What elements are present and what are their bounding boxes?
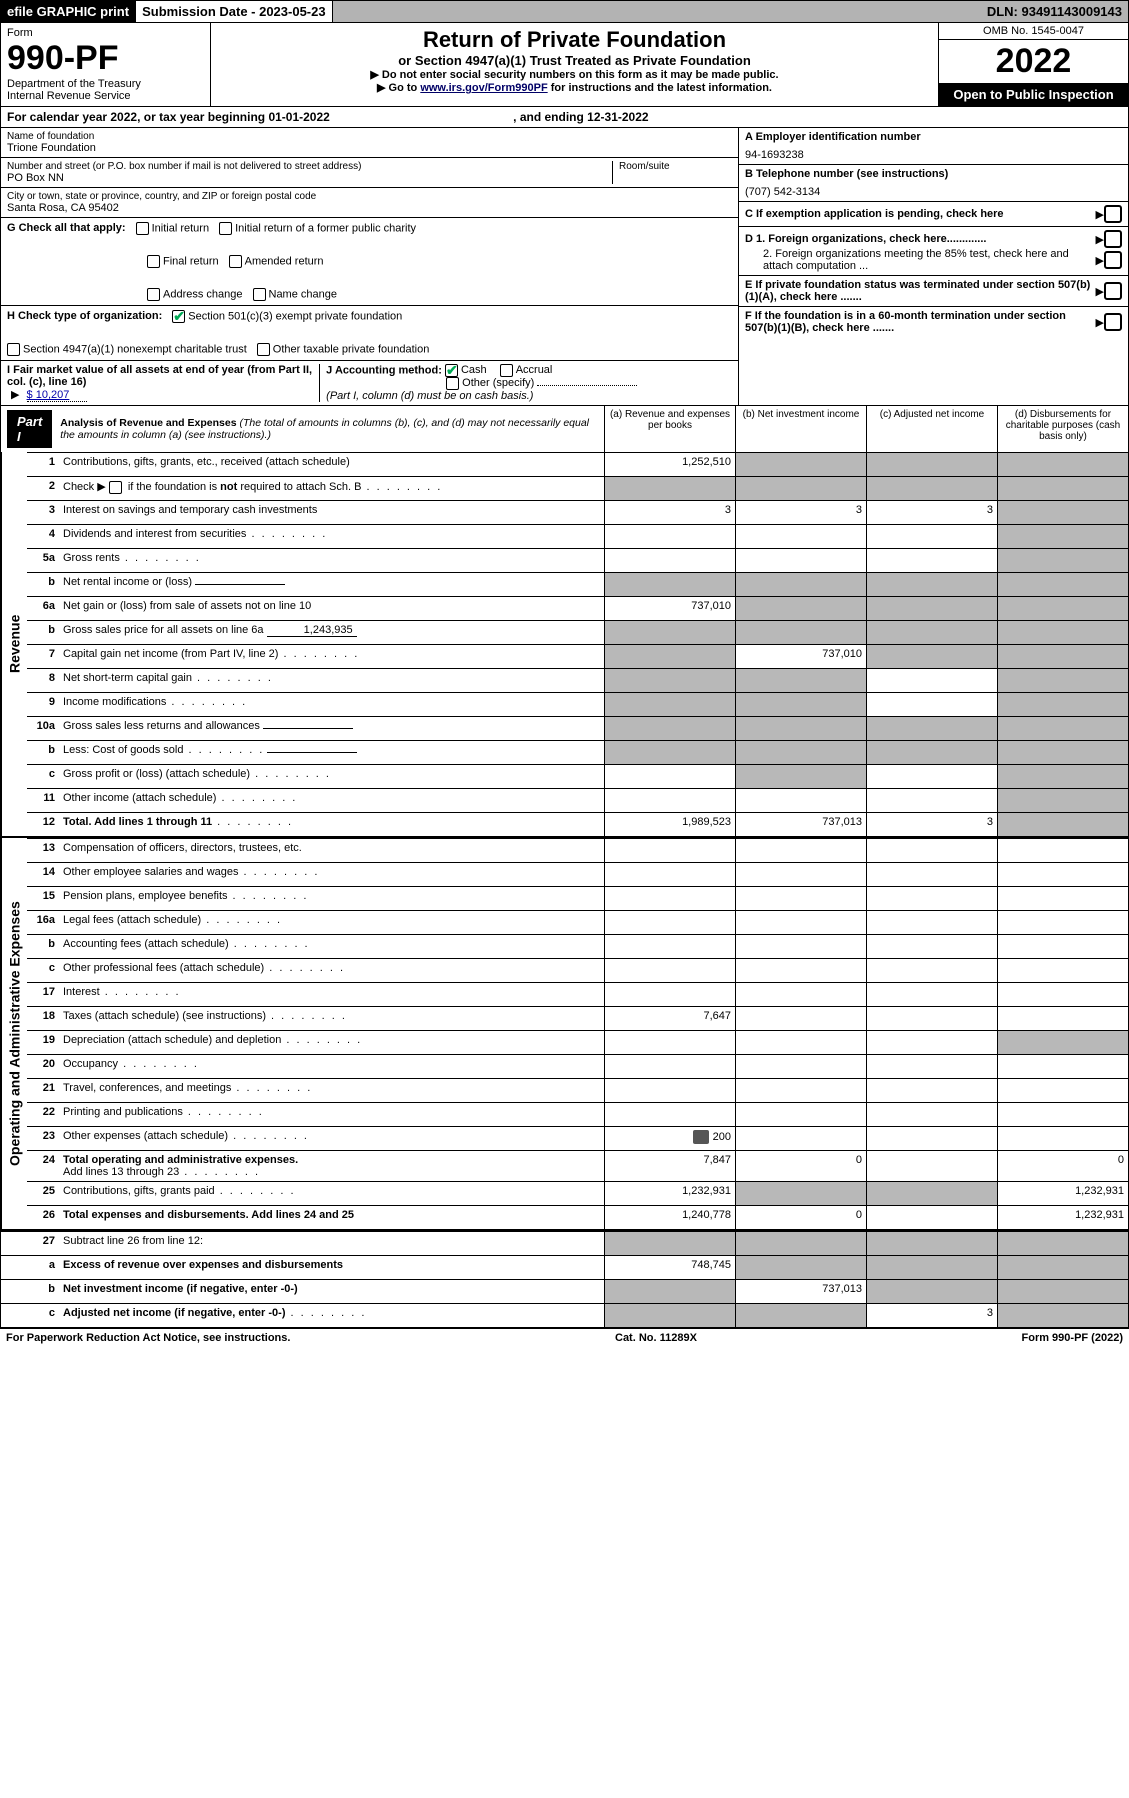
g-row: G Check all that apply: Initial return I… — [1, 218, 738, 306]
foundation-name-cell: Name of foundation Trione Foundation — [1, 128, 738, 158]
h-row: H Check type of organization: Section 50… — [1, 306, 738, 361]
form-title: Return of Private Foundation — [219, 27, 930, 53]
info-right: A Employer identification number 94-1693… — [738, 128, 1128, 405]
efile-label: efile GRAPHIC print — [1, 1, 136, 22]
form-subtitle: or Section 4947(a)(1) Trust Treated as P… — [219, 53, 930, 68]
paperwork-notice: For Paperwork Reduction Act Notice, see … — [6, 1332, 290, 1344]
checkbox-address-change[interactable] — [147, 288, 160, 301]
checkbox-f[interactable] — [1104, 313, 1122, 331]
omb-number: OMB No. 1545-0047 — [939, 23, 1128, 40]
irs: Internal Revenue Service — [7, 90, 204, 102]
phone: (707) 542-3134 — [745, 180, 1122, 198]
line27-block: 27Subtract line 26 from line 12: aExcess… — [1, 1229, 1128, 1327]
checkbox-e[interactable] — [1104, 282, 1122, 300]
revenue-grid: Revenue 1Contributions, gifts, grants, e… — [1, 452, 1128, 836]
top-bar: efile GRAPHIC print Submission Date - 20… — [0, 0, 1129, 23]
form-ref: Form 990-PF (2022) — [1022, 1332, 1123, 1344]
info-block: Name of foundation Trione Foundation Num… — [0, 128, 1129, 406]
submission-date: Submission Date - 2023-05-23 — [136, 1, 333, 22]
ein-cell: A Employer identification number 94-1693… — [739, 128, 1128, 165]
attachment-icon[interactable] — [693, 1130, 709, 1144]
checkbox-d2[interactable] — [1104, 251, 1122, 269]
info-left: Name of foundation Trione Foundation Num… — [1, 128, 738, 405]
col-a-hdr: (a) Revenue and expenses per books — [604, 406, 735, 452]
part1-label: Part I — [7, 410, 52, 448]
checkbox-d1[interactable] — [1104, 230, 1122, 248]
address: PO Box NN — [7, 172, 612, 184]
dept: Department of the Treasury — [7, 78, 204, 90]
ein: 94-1693238 — [745, 143, 1122, 161]
c-cell: C If exemption application is pending, c… — [739, 202, 1128, 227]
part1-wrap: Part I Analysis of Revenue and Expenses … — [0, 406, 1129, 1328]
revenue-label: Revenue — [1, 452, 27, 836]
checkbox-other-method[interactable] — [446, 377, 459, 390]
header-left: Form 990-PF Department of the Treasury I… — [1, 23, 211, 106]
d-cell: D 1. Foreign organizations, check here..… — [739, 227, 1128, 276]
part1-desc: Part I Analysis of Revenue and Expenses … — [1, 406, 604, 452]
note-link: ▶ Go to www.irs.gov/Form990PF for instru… — [219, 81, 930, 94]
col-d-hdr: (d) Disbursements for charitable purpose… — [997, 406, 1128, 452]
col-c-hdr: (c) Adjusted net income — [866, 406, 997, 452]
form-number: 990-PF — [7, 39, 204, 78]
foundation-name: Trione Foundation — [7, 142, 732, 154]
checkbox-c[interactable] — [1104, 205, 1122, 223]
checkbox-other-taxable[interactable] — [257, 343, 270, 356]
address-cell: Number and street (or P.O. box number if… — [1, 158, 738, 188]
checkbox-initial-return[interactable] — [136, 222, 149, 235]
phone-cell: B Telephone number (see instructions) (7… — [739, 165, 1128, 202]
calendar-year-row: For calendar year 2022, or tax year begi… — [0, 107, 1129, 128]
fmv-value[interactable]: $ 10,207 — [27, 389, 87, 402]
dln: DLN: 93491143009143 — [981, 1, 1128, 22]
checkbox-initial-former[interactable] — [219, 222, 232, 235]
tax-year: 2022 — [939, 40, 1128, 83]
note-ssn: ▶ Do not enter social security numbers o… — [219, 68, 930, 81]
expenses-grid: Operating and Administrative Expenses 13… — [1, 836, 1128, 1229]
expenses-label: Operating and Administrative Expenses — [1, 838, 27, 1229]
form-header: Form 990-PF Department of the Treasury I… — [0, 23, 1129, 107]
city-cell: City or town, state or province, country… — [1, 188, 738, 218]
checkbox-4947a1[interactable] — [7, 343, 20, 356]
col-b-hdr: (b) Net investment income — [735, 406, 866, 452]
checkbox-501c3[interactable] — [172, 310, 185, 323]
city-state-zip: Santa Rosa, CA 95402 — [7, 202, 732, 214]
checkbox-final-return[interactable] — [147, 255, 160, 268]
checkbox-amended[interactable] — [229, 255, 242, 268]
open-to-public: Open to Public Inspection — [939, 83, 1128, 106]
checkbox-cash[interactable] — [445, 364, 458, 377]
part1-header-row: Part I Analysis of Revenue and Expenses … — [1, 406, 1128, 452]
header-right: OMB No. 1545-0047 2022 Open to Public In… — [938, 23, 1128, 106]
form990pf-link[interactable]: www.irs.gov/Form990PF — [420, 82, 547, 94]
page-footer: For Paperwork Reduction Act Notice, see … — [0, 1328, 1129, 1347]
form-word: Form — [7, 27, 204, 39]
cat-no: Cat. No. 11289X — [615, 1332, 697, 1344]
header-center: Return of Private Foundation or Section … — [211, 23, 938, 106]
e-cell: E If private foundation status was termi… — [739, 276, 1128, 307]
checkbox-accrual[interactable] — [500, 364, 513, 377]
f-cell: F If the foundation is in a 60-month ter… — [739, 307, 1128, 337]
checkbox-name-change[interactable] — [253, 288, 266, 301]
checkbox-sch-b[interactable] — [109, 481, 122, 494]
ij-row: I Fair market value of all assets at end… — [1, 361, 738, 405]
